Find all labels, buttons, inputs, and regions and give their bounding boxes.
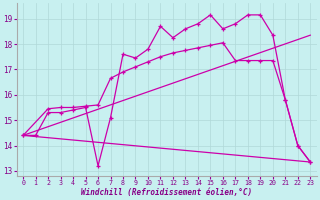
X-axis label: Windchill (Refroidissement éolien,°C): Windchill (Refroidissement éolien,°C) [81,188,252,197]
